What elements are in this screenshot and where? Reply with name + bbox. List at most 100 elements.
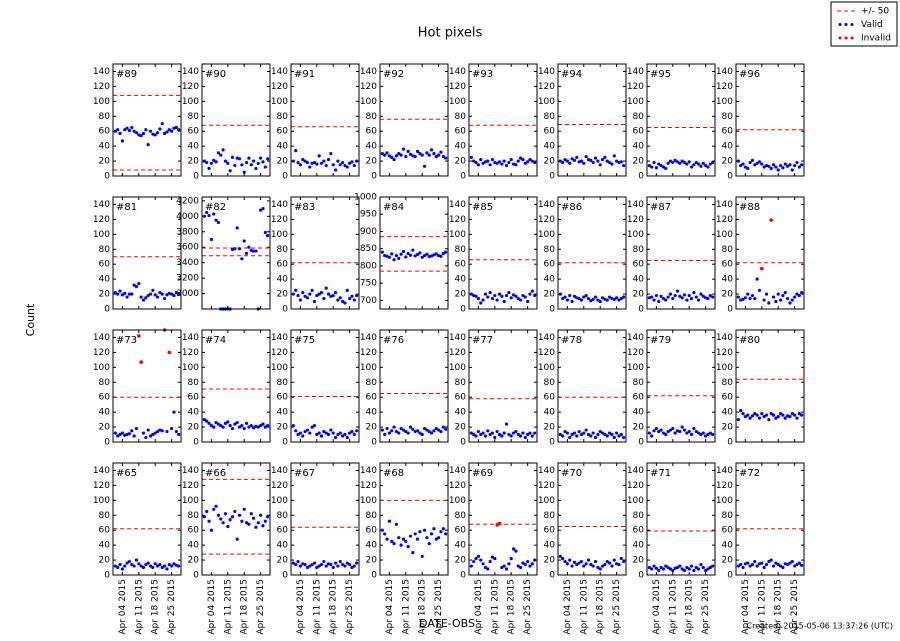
valid-point <box>680 159 684 163</box>
valid-point <box>413 254 417 258</box>
y-tick-label: 20 <box>722 157 734 167</box>
y-tick-label: 40 <box>455 541 467 551</box>
y-tick-label: 40 <box>277 408 289 418</box>
y-tick-label: 40 <box>277 541 289 551</box>
valid-point <box>675 289 680 293</box>
valid-point <box>509 556 513 561</box>
valid-point <box>134 285 139 289</box>
y-tick-label: 0 <box>282 438 288 448</box>
valid-point <box>261 206 265 211</box>
valid-point <box>654 566 658 570</box>
valid-point <box>783 290 787 295</box>
valid-point <box>251 159 256 163</box>
valid-point <box>664 298 668 302</box>
panel-label: #82 <box>205 202 226 213</box>
y-tick-label: 3400 <box>176 258 199 268</box>
valid-point <box>622 559 626 564</box>
valid-point <box>711 295 715 299</box>
valid-point <box>748 296 752 301</box>
x-tick-label: Apr 11 2015 <box>579 579 589 635</box>
valid-point <box>251 426 256 430</box>
y-tick-label: 40 <box>722 408 734 418</box>
valid-point <box>116 128 120 132</box>
valid-point <box>380 428 384 432</box>
valid-point <box>748 564 752 568</box>
x-tick-label: Apr 18 2015 <box>774 579 784 635</box>
valid-point <box>500 294 504 298</box>
y-tick-label: 140 <box>271 333 288 343</box>
valid-point <box>781 293 785 298</box>
y-tick-label: 80 <box>277 112 289 122</box>
valid-point <box>598 163 602 167</box>
valid-point <box>600 157 605 162</box>
panel-frame <box>290 462 360 576</box>
valid-point <box>647 565 651 570</box>
panel-frame <box>112 329 182 443</box>
valid-point <box>502 431 506 435</box>
valid-point <box>706 165 710 169</box>
y-tick-label: 60 <box>277 127 289 137</box>
valid-point <box>692 426 696 431</box>
valid-point <box>221 425 225 429</box>
valid-point <box>476 163 480 167</box>
x-tick-label: Apr 25 2015 <box>345 579 355 635</box>
y-tick-label: 140 <box>93 200 110 210</box>
legend-swatch <box>850 36 854 40</box>
valid-point <box>490 555 495 559</box>
valid-point <box>132 129 136 133</box>
y-tick-label: 120 <box>93 481 110 491</box>
valid-point <box>685 298 689 302</box>
y-tick-label: 1000 <box>354 193 377 203</box>
valid-point <box>219 153 223 157</box>
valid-point <box>172 562 176 566</box>
valid-point <box>352 432 356 437</box>
panel-label: #83 <box>294 202 315 213</box>
y-tick-label: 120 <box>449 82 466 92</box>
valid-point <box>427 542 431 546</box>
valid-point <box>516 432 520 437</box>
panel: 0 20 40 60 80 100 120 140 #89 <box>93 63 182 182</box>
valid-point <box>696 431 701 435</box>
y-tick-label: 80 <box>722 378 734 388</box>
valid-point <box>305 428 310 432</box>
valid-point <box>305 160 310 165</box>
valid-point <box>322 559 326 564</box>
y-tick-label: 80 <box>633 511 645 521</box>
valid-point <box>116 292 120 296</box>
y-tick-label: 0 <box>193 438 199 448</box>
valid-point <box>558 554 562 558</box>
valid-point <box>216 513 221 517</box>
valid-point <box>322 159 326 163</box>
valid-point <box>219 423 223 428</box>
valid-point <box>160 292 164 296</box>
valid-point <box>795 160 799 165</box>
valid-point <box>383 532 387 536</box>
valid-point <box>486 295 490 299</box>
y-tick-label: 80 <box>544 112 556 122</box>
valid-point <box>472 559 476 564</box>
valid-point <box>767 164 771 168</box>
valid-point <box>797 293 801 298</box>
panel: 0 20 40 60 80 100 120 140 #92 <box>360 63 449 182</box>
panel-frame <box>379 329 449 443</box>
valid-point <box>155 429 160 434</box>
valid-point <box>422 426 427 431</box>
valid-point <box>233 509 237 514</box>
valid-point <box>230 515 235 519</box>
valid-point <box>565 298 569 302</box>
valid-point <box>130 429 134 433</box>
valid-point <box>788 561 792 565</box>
valid-point <box>338 163 342 167</box>
valid-point <box>355 159 359 163</box>
y-tick-label: 60 <box>722 127 734 137</box>
valid-point <box>233 247 237 251</box>
panel-label: #91 <box>294 69 315 80</box>
y-tick-label: 20 <box>544 556 556 566</box>
y-tick-label: 60 <box>277 393 289 403</box>
valid-point <box>113 129 117 133</box>
y-tick-label: 60 <box>544 127 556 137</box>
valid-point <box>666 565 670 570</box>
valid-point <box>155 295 160 299</box>
y-tick-label: 60 <box>722 526 734 536</box>
